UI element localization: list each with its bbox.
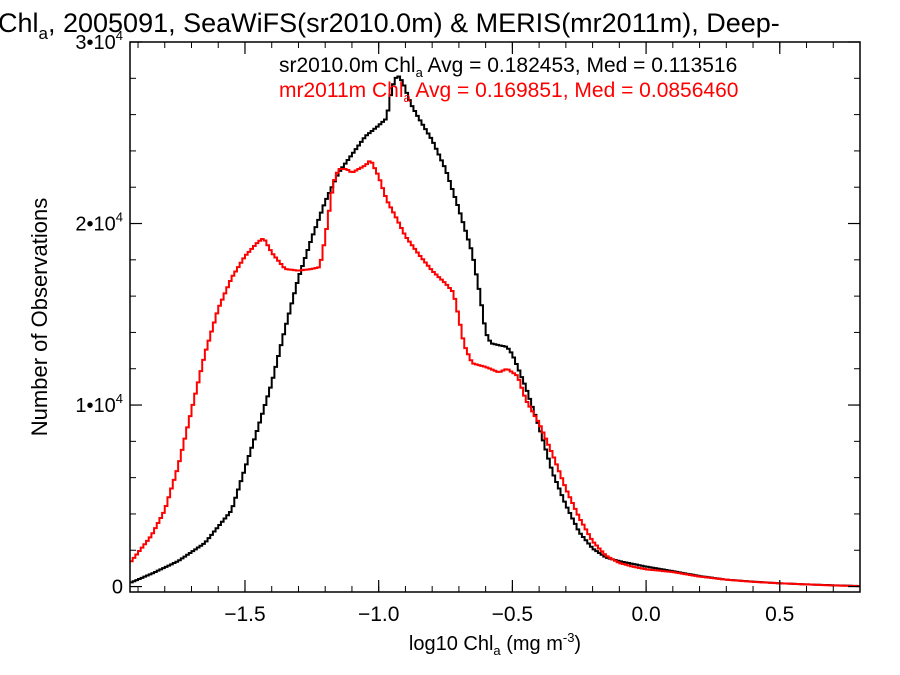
x-tick-label: 0.5 — [765, 603, 794, 626]
y-tick-label: 0 — [112, 577, 123, 599]
legend-entry-red: mr2011m Chla Avg = 0.169851, Med = 0.085… — [279, 79, 738, 105]
series-layer — [130, 75, 860, 588]
legend-entry-subscript: a — [403, 90, 411, 105]
y-tick-label: 1•104 — [75, 391, 123, 417]
tick-layer: −1.5 −1.0 −0.5 0.0 0.5 0 1•104 2•104 3•104 — [75, 28, 861, 626]
x-tick-label: −1.5 — [224, 603, 265, 626]
x-tick-label: −0.5 — [492, 603, 533, 626]
x-axis-label-subscript: a — [493, 643, 501, 658]
legend-entry-black: sr2010.0m Chla Avg = 0.182453, Med = 0.1… — [279, 54, 737, 80]
legend-entry-part: Avg = 0.182453, Med = 0.113516 — [423, 54, 738, 77]
x-axis-label-part: (mg m — [501, 633, 563, 655]
chart-title-part: Chl — [0, 8, 39, 38]
y-tick-label: 2•104 — [75, 210, 123, 236]
y-axis-label: Number of Observations — [27, 198, 52, 436]
series-line-red — [130, 160, 860, 588]
legend-entry-part: Avg = 0.169851, Med = 0.0856460 — [411, 79, 739, 102]
x-axis-label-part: ) — [574, 633, 581, 655]
legend-entry-part: mr2011m Chl — [279, 79, 403, 102]
series-line-black — [130, 75, 860, 587]
x-tick-label: −1.0 — [358, 603, 399, 626]
chart-title: Chla, 2005091, SeaWiFS(sr2010.0m) & MERI… — [0, 8, 780, 43]
plot-frame — [129, 41, 861, 593]
chart-title-part: , 2005091, SeaWiFS(sr2010.0m) & MERIS(mr… — [48, 8, 780, 38]
x-axis-label: log10 Chla (mg m-3) — [409, 630, 581, 658]
chart-title-subscript: a — [39, 24, 49, 43]
x-tick-label: 0.0 — [631, 603, 660, 626]
x-axis-label-superscript: -3 — [563, 630, 575, 645]
legend-entry-part: sr2010.0m Chl — [279, 54, 416, 77]
y-tick-label: 3•104 — [75, 28, 123, 54]
x-axis-label-part: log10 Chl — [409, 633, 494, 655]
legend-entry-subscript: a — [416, 65, 424, 80]
